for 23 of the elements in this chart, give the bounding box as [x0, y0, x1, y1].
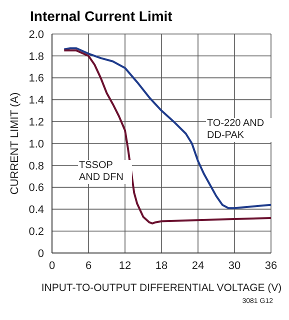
series-label: TSSOP AND DFN — [78, 160, 132, 184]
y-tick-label: 0.8 — [28, 160, 44, 172]
x-tick-label: 6 — [85, 260, 92, 272]
x-axis-title: INPUT-TO-OUTPUT DIFFERENTIAL VOLTAGE (V) — [41, 282, 282, 294]
y-tick-label: 1.6 — [28, 72, 44, 85]
y-tick-label: 0.4 — [28, 204, 44, 216]
x-tick-label: 24 — [192, 260, 204, 272]
y-tick-label: 1.2 — [28, 116, 44, 129]
x-tick-label: 0 — [48, 260, 56, 272]
chart-title: Internal Current Limit — [30, 8, 172, 24]
y-axis-title: CURRENT LIMIT (A) — [8, 92, 21, 195]
y-tick-label: 1.8 — [28, 50, 44, 63]
x-tick-label: 36 — [264, 260, 278, 272]
x-tick-label: 30 — [228, 260, 241, 272]
x-tick-label: 12 — [118, 260, 132, 272]
x-tick-label: 18 — [155, 260, 168, 272]
y-tick-label: 0.6 — [28, 182, 44, 194]
series-label: TO-220 AND DD-PAK — [206, 118, 274, 142]
y-tick-label: 0 — [38, 248, 44, 260]
y-tick-label: 0.2 — [28, 226, 44, 238]
y-tick-label: 1.4 — [28, 94, 44, 107]
y-tick-label: 2.0 — [28, 28, 44, 41]
y-tick-label: 1.0 — [28, 138, 44, 150]
